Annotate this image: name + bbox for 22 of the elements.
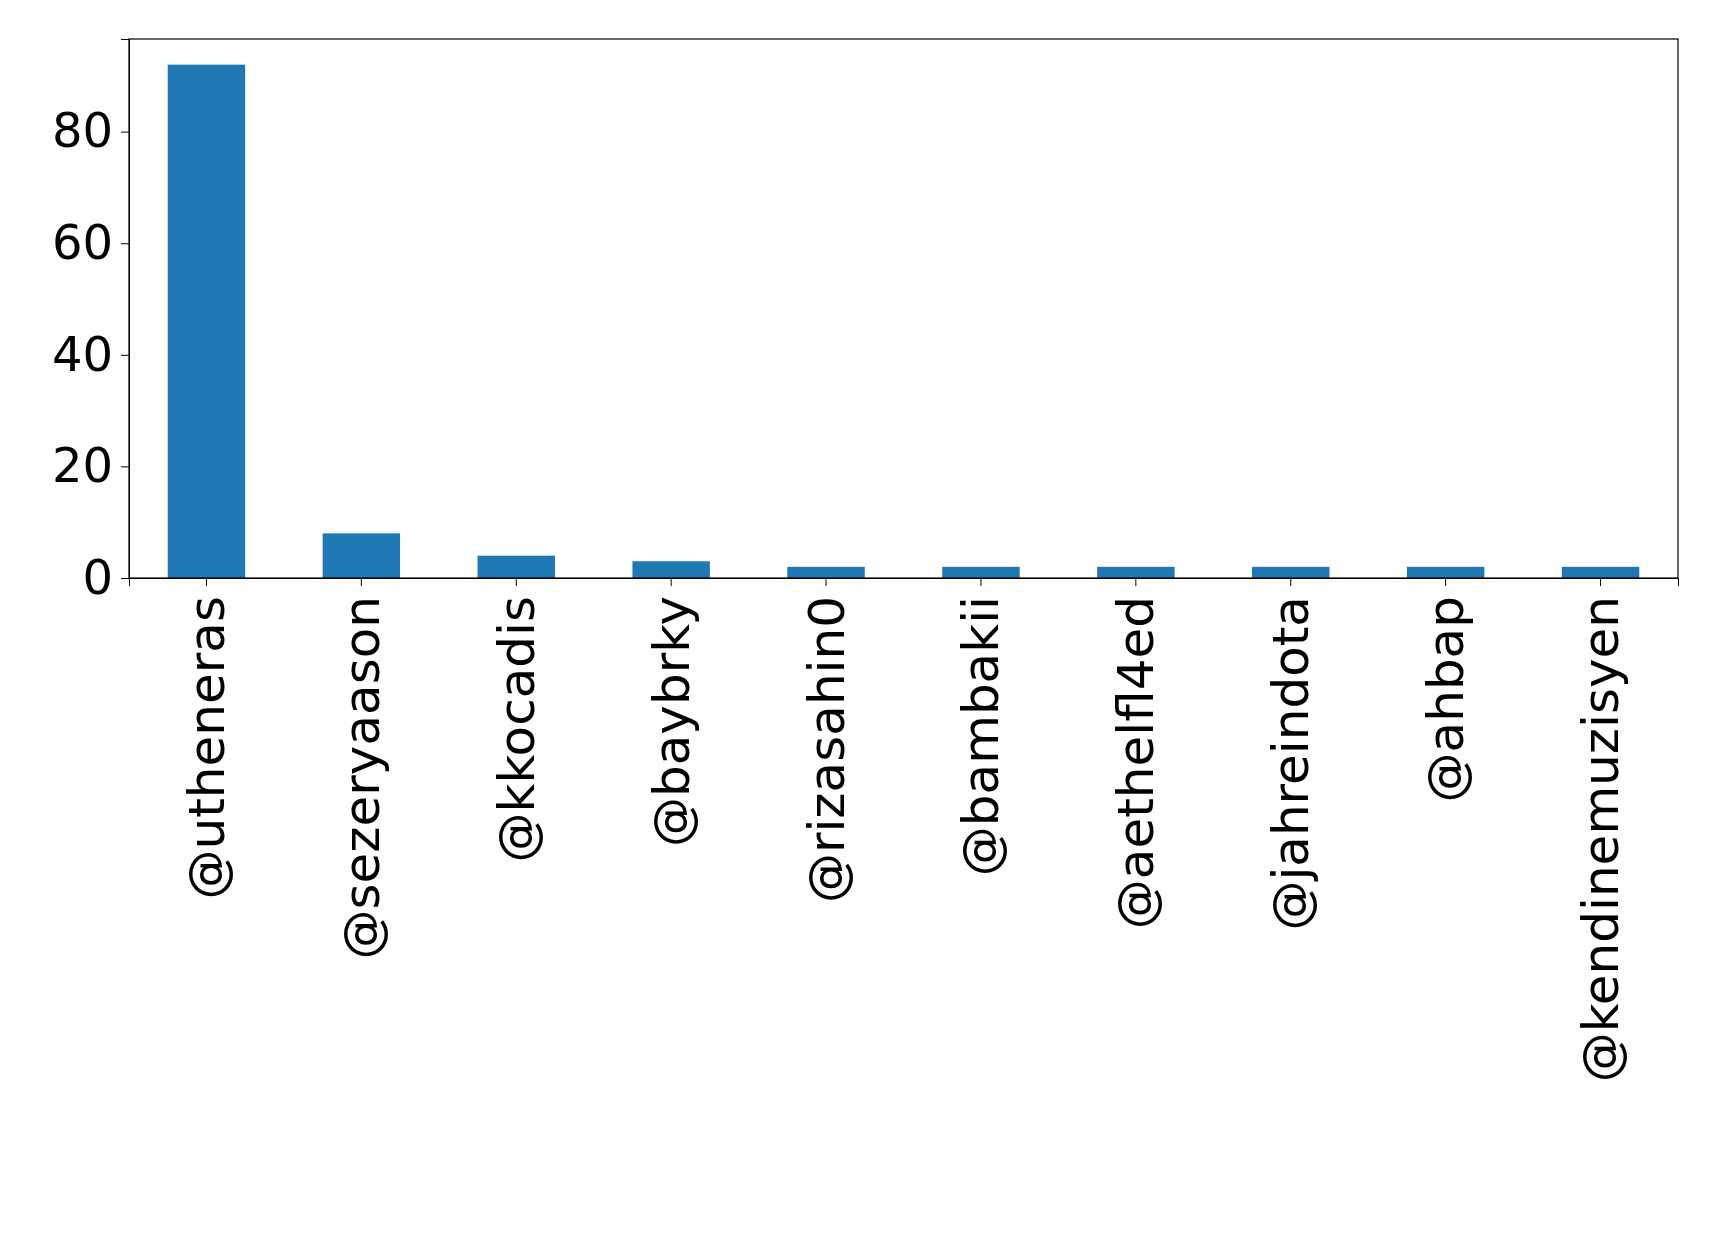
bar (942, 566, 1020, 578)
y-tick-label: 0 (82, 548, 113, 605)
x-tick-label: @aethelfl4ed (1107, 596, 1166, 930)
y-tick-label: 40 (51, 325, 113, 382)
bar (322, 533, 401, 578)
x-tick-label: @rizasahin0 (797, 596, 856, 904)
bar (1097, 566, 1175, 578)
x-tick-label: @kendinemuzisyen (1572, 596, 1631, 1083)
y-tick-label: 20 (51, 437, 113, 494)
x-tick-label: @kkocadis (487, 596, 546, 863)
bar (477, 555, 555, 578)
y-tick-label: 80 (51, 102, 113, 159)
x-tick-label: @utheneras (177, 596, 236, 900)
x-tick-label: @sezeryaason (332, 596, 391, 960)
x-tick-label: @ahbap (1417, 596, 1476, 803)
bar (167, 64, 246, 578)
x-tick-label: @bambakii (952, 596, 1011, 877)
bar (632, 561, 710, 578)
x-tick-label: @baybrky (642, 596, 701, 848)
y-tick-label: 60 (51, 214, 113, 271)
x-tick-label: @jahreindota (1262, 596, 1321, 931)
bar (787, 566, 865, 578)
